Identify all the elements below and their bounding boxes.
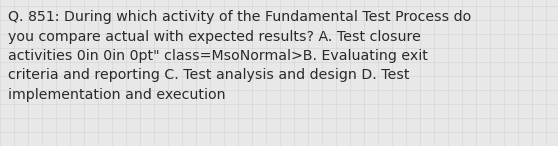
Text: activities 0in 0in 0pt" class=MsoNormal>B. Evaluating exit: activities 0in 0in 0pt" class=MsoNormal>… — [8, 49, 428, 63]
Text: criteria and reporting C. Test analysis and design D. Test: criteria and reporting C. Test analysis … — [8, 68, 410, 82]
Text: you compare actual with expected results? A. Test closure: you compare actual with expected results… — [8, 29, 421, 44]
Text: Q. 851: During which activity of the Fundamental Test Process do: Q. 851: During which activity of the Fun… — [8, 10, 472, 24]
Text: implementation and execution: implementation and execution — [8, 88, 225, 102]
